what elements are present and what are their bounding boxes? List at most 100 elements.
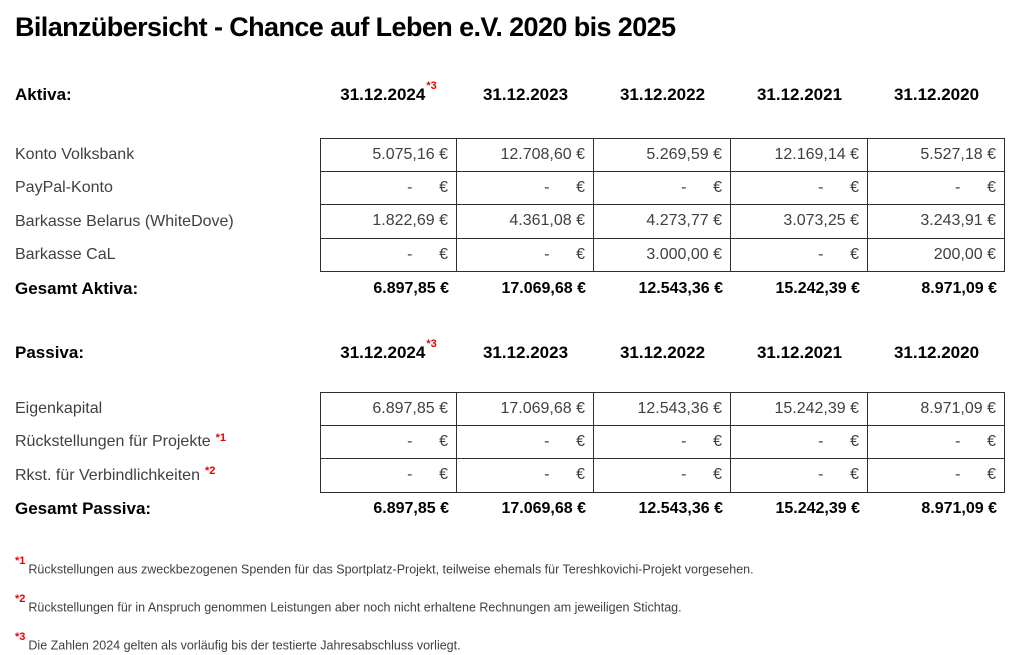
cell-value: - €	[594, 171, 731, 205]
cell-value: - €	[731, 171, 868, 205]
column-header-2023: 31.12.2023	[457, 85, 594, 105]
total-label: Gesamt Passiva:	[15, 499, 152, 518]
column-header-2023: 31.12.2023	[457, 343, 594, 363]
row-label: Barkasse Belarus (WhiteDove)	[15, 212, 234, 230]
row-label: Eigenkapital	[15, 399, 103, 417]
cell-value: 200,00 €	[868, 238, 1005, 272]
passiva-section-label: Passiva:	[15, 343, 84, 362]
cell-value: 3.073,25 €	[731, 205, 868, 239]
footnote-text: Rückstellungen für in Anspruch genommen …	[28, 600, 682, 615]
cell-value: - €	[594, 459, 731, 493]
aktiva-table: Konto Volksbank 5.075,16 € 12.708,60 € 5…	[15, 138, 1024, 272]
table-row-barkasse-belarus: Barkasse Belarus (WhiteDove) 1.822,69 € …	[15, 205, 1024, 239]
cell-value: 5.075,16 €	[320, 138, 457, 172]
footnote-1: *1Rückstellungen aus zweckbezogenen Spen…	[15, 554, 1024, 579]
cell-value: - €	[457, 171, 594, 205]
footnote-marker: *1	[15, 554, 26, 567]
cell-value: 4.361,08 €	[457, 205, 594, 239]
total-value: 12.543,36 €	[638, 279, 723, 297]
table-row-konto-volksbank: Konto Volksbank 5.075,16 € 12.708,60 € 5…	[15, 138, 1024, 172]
total-value: 8.971,09 €	[921, 279, 997, 297]
table-row-paypal-konto: PayPal-Konto - € - € - € - € - €	[15, 171, 1024, 205]
cell-value: 12.543,36 €	[594, 392, 731, 426]
total-value: 12.543,36 €	[638, 500, 723, 517]
column-header-2024: 31.12.2024 *3	[320, 339, 457, 363]
cell-value: 5.527,18 €	[868, 138, 1005, 172]
total-label: Gesamt Aktiva:	[15, 278, 139, 298]
column-date: 31.12.2023	[482, 85, 569, 104]
row-label: PayPal-Konto	[15, 179, 113, 197]
table-row-eigenkapital: Eigenkapital 6.897,85 € 17.069,68 € 12.5…	[15, 392, 1024, 426]
total-value: 15.242,39 €	[775, 279, 860, 297]
cell-value: 15.242,39 €	[731, 392, 868, 426]
aktiva-section-label: Aktiva:	[15, 85, 72, 104]
footnote-text: Die Zahlen 2024 gelten als vorläufig bis…	[28, 638, 461, 653]
passiva-header-row: Passiva: 31.12.2024 *3 31.12.2023 31.12.2…	[15, 339, 1024, 363]
column-date: 31.12.2020	[893, 85, 980, 104]
column-header-2022: 31.12.2022	[594, 343, 731, 363]
footnote-ref-3: *3	[426, 338, 437, 350]
cell-value: - €	[457, 459, 594, 493]
cell-value: - €	[320, 459, 457, 493]
column-header-2022: 31.12.2022	[594, 85, 731, 105]
footnote-ref-1: *1	[215, 431, 227, 444]
column-date: 31.12.2021	[756, 343, 843, 362]
table-row-rueckstellungen-projekte: Rückstellungen für Projekte *1 - € - € - …	[15, 425, 1024, 459]
footnote-marker: *2	[15, 592, 26, 605]
passiva-table: Eigenkapital 6.897,85 € 17.069,68 € 12.5…	[15, 392, 1024, 493]
total-value: 15.242,39 €	[775, 500, 860, 517]
column-date: 31.12.2022	[619, 343, 706, 362]
column-date: 31.12.2024	[340, 85, 426, 104]
aktiva-total-row: Gesamt Aktiva: 6.897,85 € 17.069,68 € 12…	[15, 272, 1024, 305]
row-label: Rkst. für Verbindlichkeiten *2	[15, 465, 320, 485]
cell-value: - €	[731, 238, 868, 272]
column-header-2021: 31.12.2021	[731, 85, 868, 105]
cell-value: 5.269,59 €	[594, 138, 731, 172]
column-date: 31.12.2022	[619, 85, 706, 104]
footnotes: *1Rückstellungen aus zweckbezogenen Spen…	[15, 554, 1024, 655]
cell-value: - €	[731, 459, 868, 493]
cell-value: - €	[868, 171, 1005, 205]
cell-value: 6.897,85 €	[320, 392, 457, 426]
cell-value: 3.243,91 €	[868, 205, 1005, 239]
cell-value: 4.273,77 €	[594, 205, 731, 239]
column-header-2024: 31.12.2024 *3	[320, 81, 457, 105]
table-row-rkst-verbindlichkeiten: Rkst. für Verbindlichkeiten *2 - € - € - …	[15, 459, 1024, 493]
total-value: 17.069,68 €	[501, 279, 586, 297]
cell-value: - €	[457, 238, 594, 272]
column-header-2020: 31.12.2020	[868, 343, 1005, 363]
footnote-marker: *3	[15, 631, 26, 644]
cell-value: - €	[868, 459, 1005, 493]
table-row-barkasse-cal: Barkasse CaL - € - € 3.000,00 € - € 200,…	[15, 238, 1024, 272]
cell-value: 17.069,68 €	[457, 392, 594, 426]
row-label-text: Rückstellungen für Projekte	[15, 433, 211, 451]
row-label: Konto Volksbank	[15, 145, 135, 163]
column-header-2021: 31.12.2021	[731, 343, 868, 363]
aktiva-header-row: Aktiva: 31.12.2024 *3 31.12.2023 31.12.20…	[15, 81, 1024, 105]
cell-value: 12.708,60 €	[457, 138, 594, 172]
footnote-ref-2: *2	[204, 465, 216, 478]
total-value: 6.897,85 €	[373, 279, 449, 297]
cell-value: - €	[320, 171, 457, 205]
footnote-ref-3: *3	[426, 80, 437, 92]
total-value: 17.069,68 €	[501, 500, 586, 517]
column-date: 31.12.2020	[893, 343, 980, 362]
column-date: 31.12.2021	[756, 85, 843, 104]
row-label: Barkasse CaL	[15, 246, 116, 264]
cell-value: 1.822,69 €	[320, 205, 457, 239]
cell-value: 12.169,14 €	[731, 138, 868, 172]
row-label-text: Rkst. für Verbindlichkeiten	[15, 466, 200, 484]
cell-value: - €	[457, 425, 594, 459]
column-date: 31.12.2024	[340, 343, 426, 362]
total-value: 8.971,09 €	[921, 500, 997, 517]
row-label: Rückstellungen für Projekte *1	[15, 431, 320, 451]
footnote-2: *2Rückstellungen für in Anspruch genomme…	[15, 592, 1024, 617]
page-title: Bilanzübersicht - Chance auf Leben e.V. …	[15, 12, 676, 42]
footnote-text: Rückstellungen aus zweckbezogenen Spende…	[28, 561, 754, 576]
cell-value: - €	[594, 425, 731, 459]
footnote-3: *3Die Zahlen 2024 gelten als vorläufig b…	[15, 630, 1024, 655]
cell-value: - €	[320, 238, 457, 272]
total-value: 6.897,85 €	[373, 500, 449, 517]
passiva-total-row: Gesamt Passiva: 6.897,85 € 17.069,68 € 1…	[15, 493, 1024, 526]
cell-value: 8.971,09 €	[868, 392, 1005, 426]
